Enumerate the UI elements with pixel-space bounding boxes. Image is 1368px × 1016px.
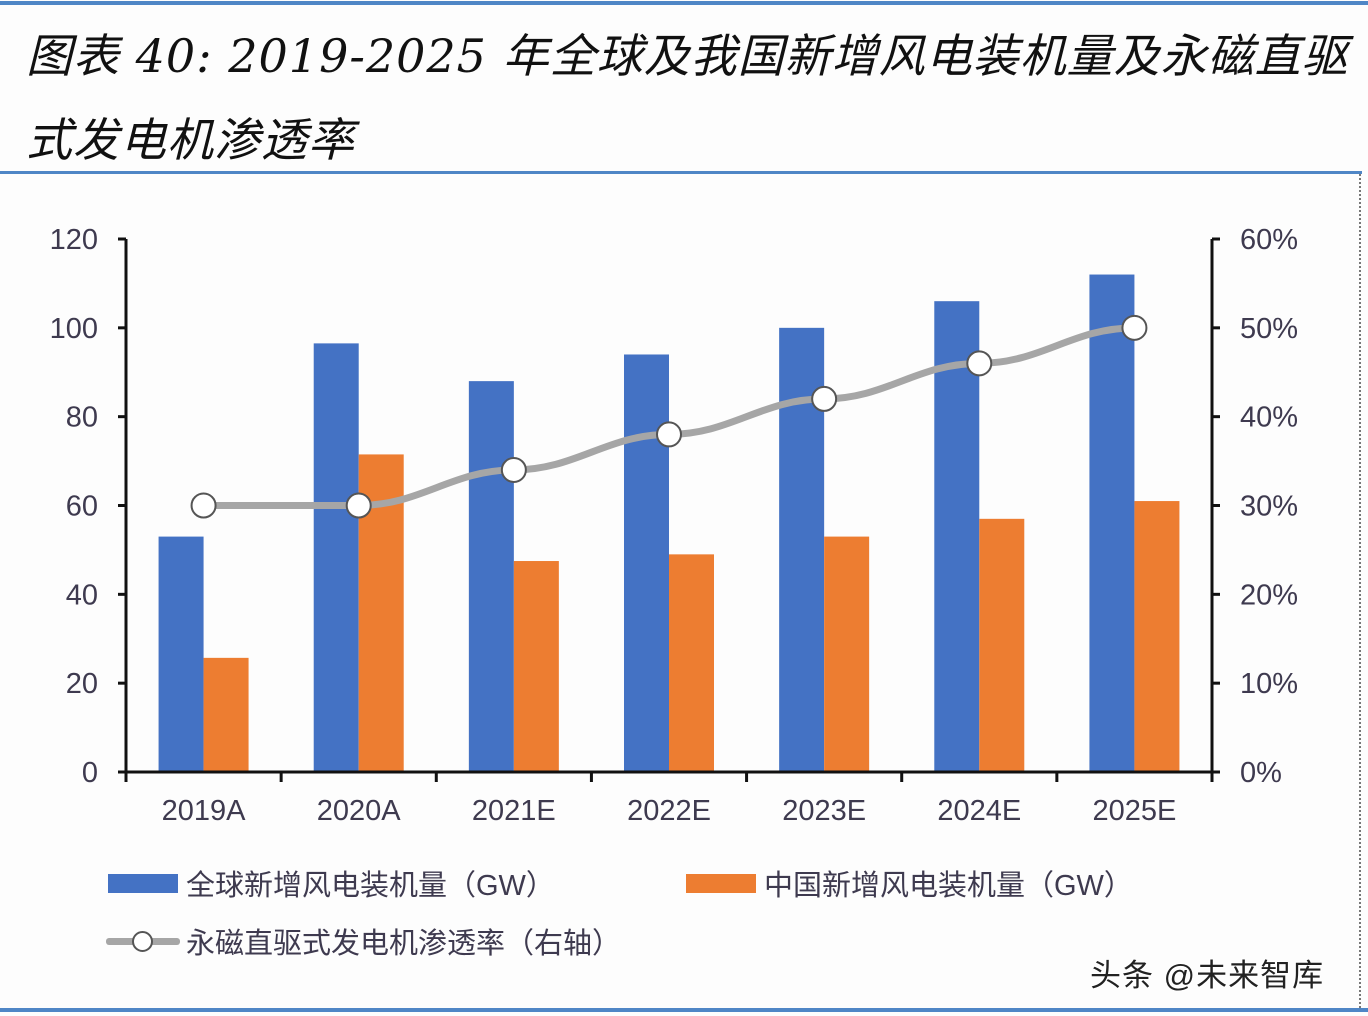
legend-swatch-china bbox=[686, 873, 756, 893]
bar-china-2023E bbox=[824, 536, 870, 772]
right-tick-label: 30% bbox=[1240, 491, 1298, 523]
title-divider bbox=[0, 171, 1362, 174]
chart-title: 图表 40: 2019-2025 年全球及我国新增风电装机量及永磁直驱式发电机渗… bbox=[26, 29, 1349, 167]
penetration-point-2019A bbox=[190, 492, 217, 519]
x-tick-label: 2020A bbox=[317, 795, 402, 827]
penetration-point-2020A bbox=[345, 492, 372, 519]
bar-global-2022E bbox=[624, 354, 669, 772]
bar-china-2022E bbox=[669, 554, 714, 772]
legend-item-penetration: 永磁直驱式发电机渗透率（右轴） bbox=[106, 920, 621, 962]
legend-item-global: 全球新增风电装机量（GW） bbox=[108, 862, 555, 904]
x-tick-label: 2025E bbox=[1092, 795, 1176, 827]
right-tick-label: 60% bbox=[1240, 224, 1298, 256]
legend-label-penetration: 永磁直驱式发电机渗透率（右轴） bbox=[186, 928, 622, 960]
bottom-rule bbox=[0, 1008, 1368, 1012]
axes-layer: 0 20 40 60 80 100 120 0% 10% 20% 30% 40% 50% 60% 2019A… bbox=[50, 224, 1298, 827]
x-tick-label: 2019A bbox=[162, 795, 247, 827]
right-tick-label: 10% bbox=[1240, 668, 1298, 700]
legend-swatch-penetration bbox=[106, 928, 180, 954]
bar-global-2020A bbox=[313, 343, 359, 772]
bar-china-2021E bbox=[513, 561, 559, 772]
penetration-point-2021E bbox=[500, 456, 527, 483]
right-border-dotted bbox=[1359, 174, 1361, 1008]
right-tick-label: 40% bbox=[1240, 402, 1298, 434]
bars-layer bbox=[158, 274, 1180, 772]
watermark: 头条 @未来智库 bbox=[1090, 958, 1325, 993]
bar-china-2019A bbox=[203, 657, 249, 772]
left-tick-label: 20 bbox=[66, 668, 98, 700]
x-tick-label: 2023E bbox=[782, 795, 866, 827]
bar-china-2024E bbox=[979, 518, 1025, 772]
bar-global-2019A bbox=[158, 536, 204, 772]
penetration-point-2023E bbox=[811, 385, 838, 412]
penetration-point-2025E bbox=[1121, 314, 1148, 341]
right-tick-label: 20% bbox=[1240, 579, 1298, 611]
left-tick-label: 100 bbox=[50, 313, 98, 345]
right-tick-label: 0% bbox=[1240, 757, 1282, 789]
circle-marker-icon bbox=[132, 931, 153, 952]
legend-item-china: 中国新增风电装机量（GW） bbox=[686, 862, 1133, 904]
legend-swatch-global bbox=[108, 873, 178, 893]
bar-china-2025E bbox=[1134, 501, 1180, 772]
bar-global-2024E bbox=[934, 301, 980, 772]
right-tick-label: 50% bbox=[1240, 313, 1298, 345]
left-tick-label: 0 bbox=[82, 757, 98, 789]
legend-label-global: 全球新增风电装机量（GW） bbox=[186, 870, 555, 902]
penetration-line-layer bbox=[190, 314, 1148, 519]
top-rule bbox=[0, 1, 1368, 5]
penetration-point-2022E bbox=[656, 421, 682, 448]
left-tick-label: 40 bbox=[66, 579, 98, 611]
x-tick-label: 2024E bbox=[937, 795, 1021, 827]
x-tick-label: 2022E bbox=[627, 795, 711, 827]
left-tick-label: 60 bbox=[66, 491, 98, 523]
bar-global-2021E bbox=[468, 381, 514, 772]
left-tick-label: 80 bbox=[66, 402, 98, 434]
legend-label-china: 中国新增风电装机量（GW） bbox=[764, 870, 1133, 902]
penetration-point-2024E bbox=[966, 350, 993, 377]
bar-global-2025E bbox=[1089, 274, 1135, 772]
left-tick-label: 120 bbox=[50, 224, 98, 256]
x-tick-label: 2021E bbox=[472, 795, 556, 827]
